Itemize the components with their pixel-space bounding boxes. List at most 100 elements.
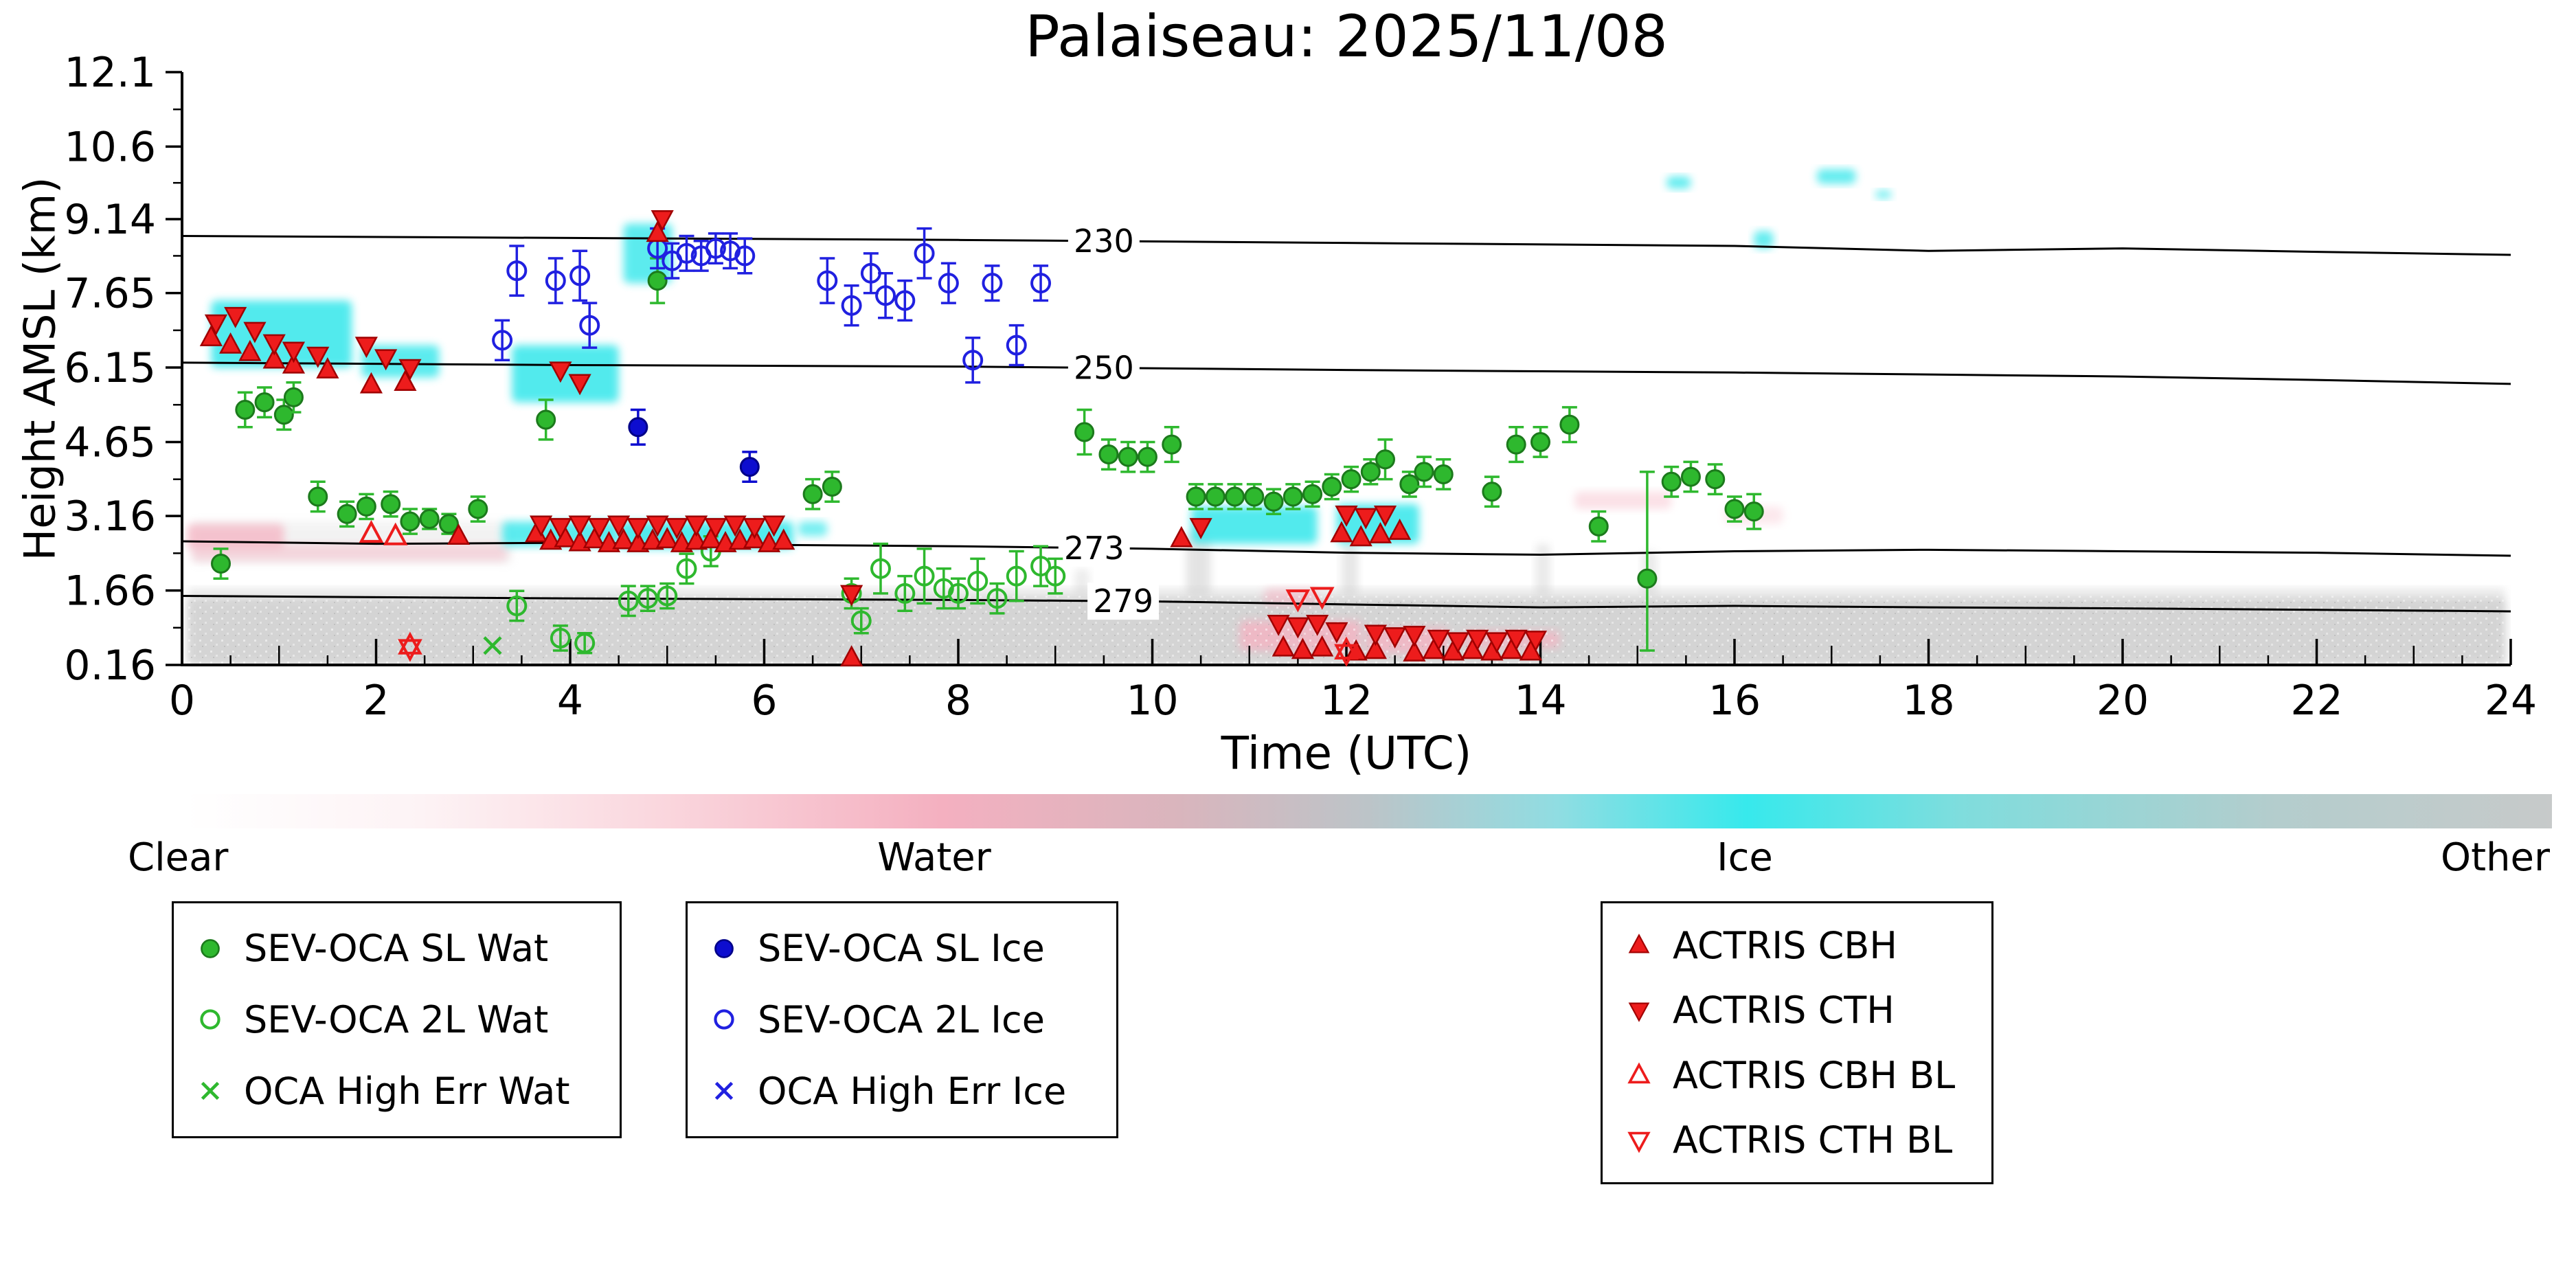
series-sev-oca-sl-ice [628,408,760,484]
point-actris-cbh [1311,635,1334,657]
scatter-layer [199,210,1764,667]
legend-label: SEV-OCA 2L Wat [244,997,549,1041]
point-actris-cbh [238,339,262,361]
point-actris-cth [1267,615,1290,636]
y-tick-label: 3.16 [64,493,156,541]
legend-box-water: SEV-OCA SL Wat SEV-OCA 2L Wat OCA High E… [172,901,622,1138]
point-sev-oca-2l-wat [870,558,891,579]
x-tick-label: 14 [1514,677,1566,725]
point-sev-oca-2l-ice [894,290,916,311]
y-tick-label: 0.16 [64,642,156,690]
point-actris-cth-bl [1334,644,1359,667]
point-actris-cth-bl [1309,587,1335,610]
isotherm-line-279 [181,595,2511,613]
point-actris-cbh [655,527,679,549]
legend-label: SEV-OCA 2L Ice [758,997,1045,1041]
colorbar-label-ice: Ice [1717,835,1773,880]
point-sev-oca-sl-wat [273,405,294,425]
point-actris-cth-bl [1285,589,1311,613]
point-sev-oca-2l-ice [676,242,697,264]
point-actris-cbh [641,528,664,550]
series-actris-cth [204,210,1548,654]
legend-label: ACTRIS CBH BL [1673,1053,1956,1097]
point-sev-oca-sl-wat [1263,491,1284,512]
point-sev-oca-sl-wat [337,504,357,524]
point-sev-oca-sl-wat [356,496,376,517]
mask-region-ice [1754,231,1774,249]
point-sev-oca-sl-wat [381,494,401,515]
legend-item: OCA High Err Wat [194,1070,599,1113]
point-actris-cth [1306,615,1329,636]
y-tick-label: 10.6 [64,123,156,171]
point-sev-oca-sl-wat [438,514,459,534]
x-axis-label: Time (UTC) [1221,727,1472,780]
mask-region-other [1186,531,1211,596]
point-sev-oca-sl-wat [1302,484,1323,504]
legend-item: OCA High Err Ice [708,1070,1096,1113]
mask-region-water [1574,491,1672,510]
open-circle-blue-icon [714,1009,734,1030]
point-sev-oca-2l-ice [506,260,528,282]
point-actris-cth [1466,629,1489,651]
axes-layer: 0 2 4 6 8 10 12 14 16 18 20 22 2412.110.69.147.656.1… [64,49,2537,725]
point-actris-cth [568,374,591,396]
point-sev-oca-2l-ice [1006,335,1027,356]
mask-region-ice [1817,168,1856,184]
colorbar-label-clear: Clear [128,835,229,880]
point-sev-oca-sl-wat [822,477,842,497]
colorbar-label-other: Other [2440,835,2550,880]
isotherm-line-230 [181,235,2511,256]
x-tick-label: 8 [945,677,971,725]
isotherm-label-250: 250 [1074,350,1134,387]
point-sev-oca-2l-ice [734,245,756,267]
isotherm-label-bg [1067,349,1140,387]
point-actris-cbh [1364,637,1387,659]
point-actris-cth [568,515,591,537]
point-sev-oca-2l-wat [986,588,1008,609]
point-actris-cth [530,515,553,537]
legend-item: ACTRIS CTH BL [1623,1118,1971,1162]
point-sev-oca-2l-ice [569,265,591,286]
legend-label: ACTRIS CBH [1673,923,1897,967]
point-sev-oca-sl-wat [1724,499,1745,519]
point-sev-oca-2l-wat [933,578,954,599]
legend-item: ACTRIS CBH [1623,924,1971,967]
series-oca-high-err-wat [483,636,502,655]
point-actris-cth [1373,506,1397,527]
point-sev-oca-sl-wat [1186,486,1206,507]
point-sev-oca-2l-ice [841,295,862,316]
mask-region-ice [1191,506,1318,544]
point-sev-oca-sl-wat [1205,486,1225,507]
point-actris-cth [723,515,747,537]
point-sev-oca-sl-wat [536,409,556,430]
x-tick-label: 16 [1708,677,1761,725]
legend-item: ACTRIS CTH [1623,988,1971,1032]
point-sev-oca-sl-wat [1098,444,1119,465]
point-sev-oca-2l-wat [550,627,571,648]
point-actris-cth [743,518,766,539]
point-oca-high-err-wat [483,636,502,655]
x-tick-label: 2 [363,677,389,725]
isotherm-label-273: 273 [1064,530,1125,567]
mask-region-other [1074,568,1089,596]
point-actris-cth [685,515,708,537]
point-sev-oca-sl-wat [1399,474,1420,495]
point-sev-oca-sl-wat [254,392,275,413]
point-actris-cbh-bl [383,522,408,545]
x-tick-label: 22 [2290,677,2342,725]
point-sev-oca-sl-wat [1341,469,1362,490]
legend-item: SEV-OCA 2L Ice [708,998,1096,1041]
point-actris-cth [1446,632,1470,654]
classification-colorbar [185,794,2552,828]
point-actris-cth [398,359,422,381]
point-sev-oca-2l-wat [914,565,935,587]
mask-region-ice [1875,190,1892,199]
x-tick-label: 6 [751,677,777,725]
point-sev-oca-2l-ice [982,273,1003,294]
point-actris-cbh [1272,635,1295,657]
point-sev-oca-2l-wat [967,570,988,591]
point-sev-oca-sl-wat [1680,466,1701,487]
legend-item: SEV-OCA 2L Wat [194,998,599,1041]
point-actris-cth-bl [398,639,422,662]
point-sev-oca-2l-ice [962,350,984,371]
